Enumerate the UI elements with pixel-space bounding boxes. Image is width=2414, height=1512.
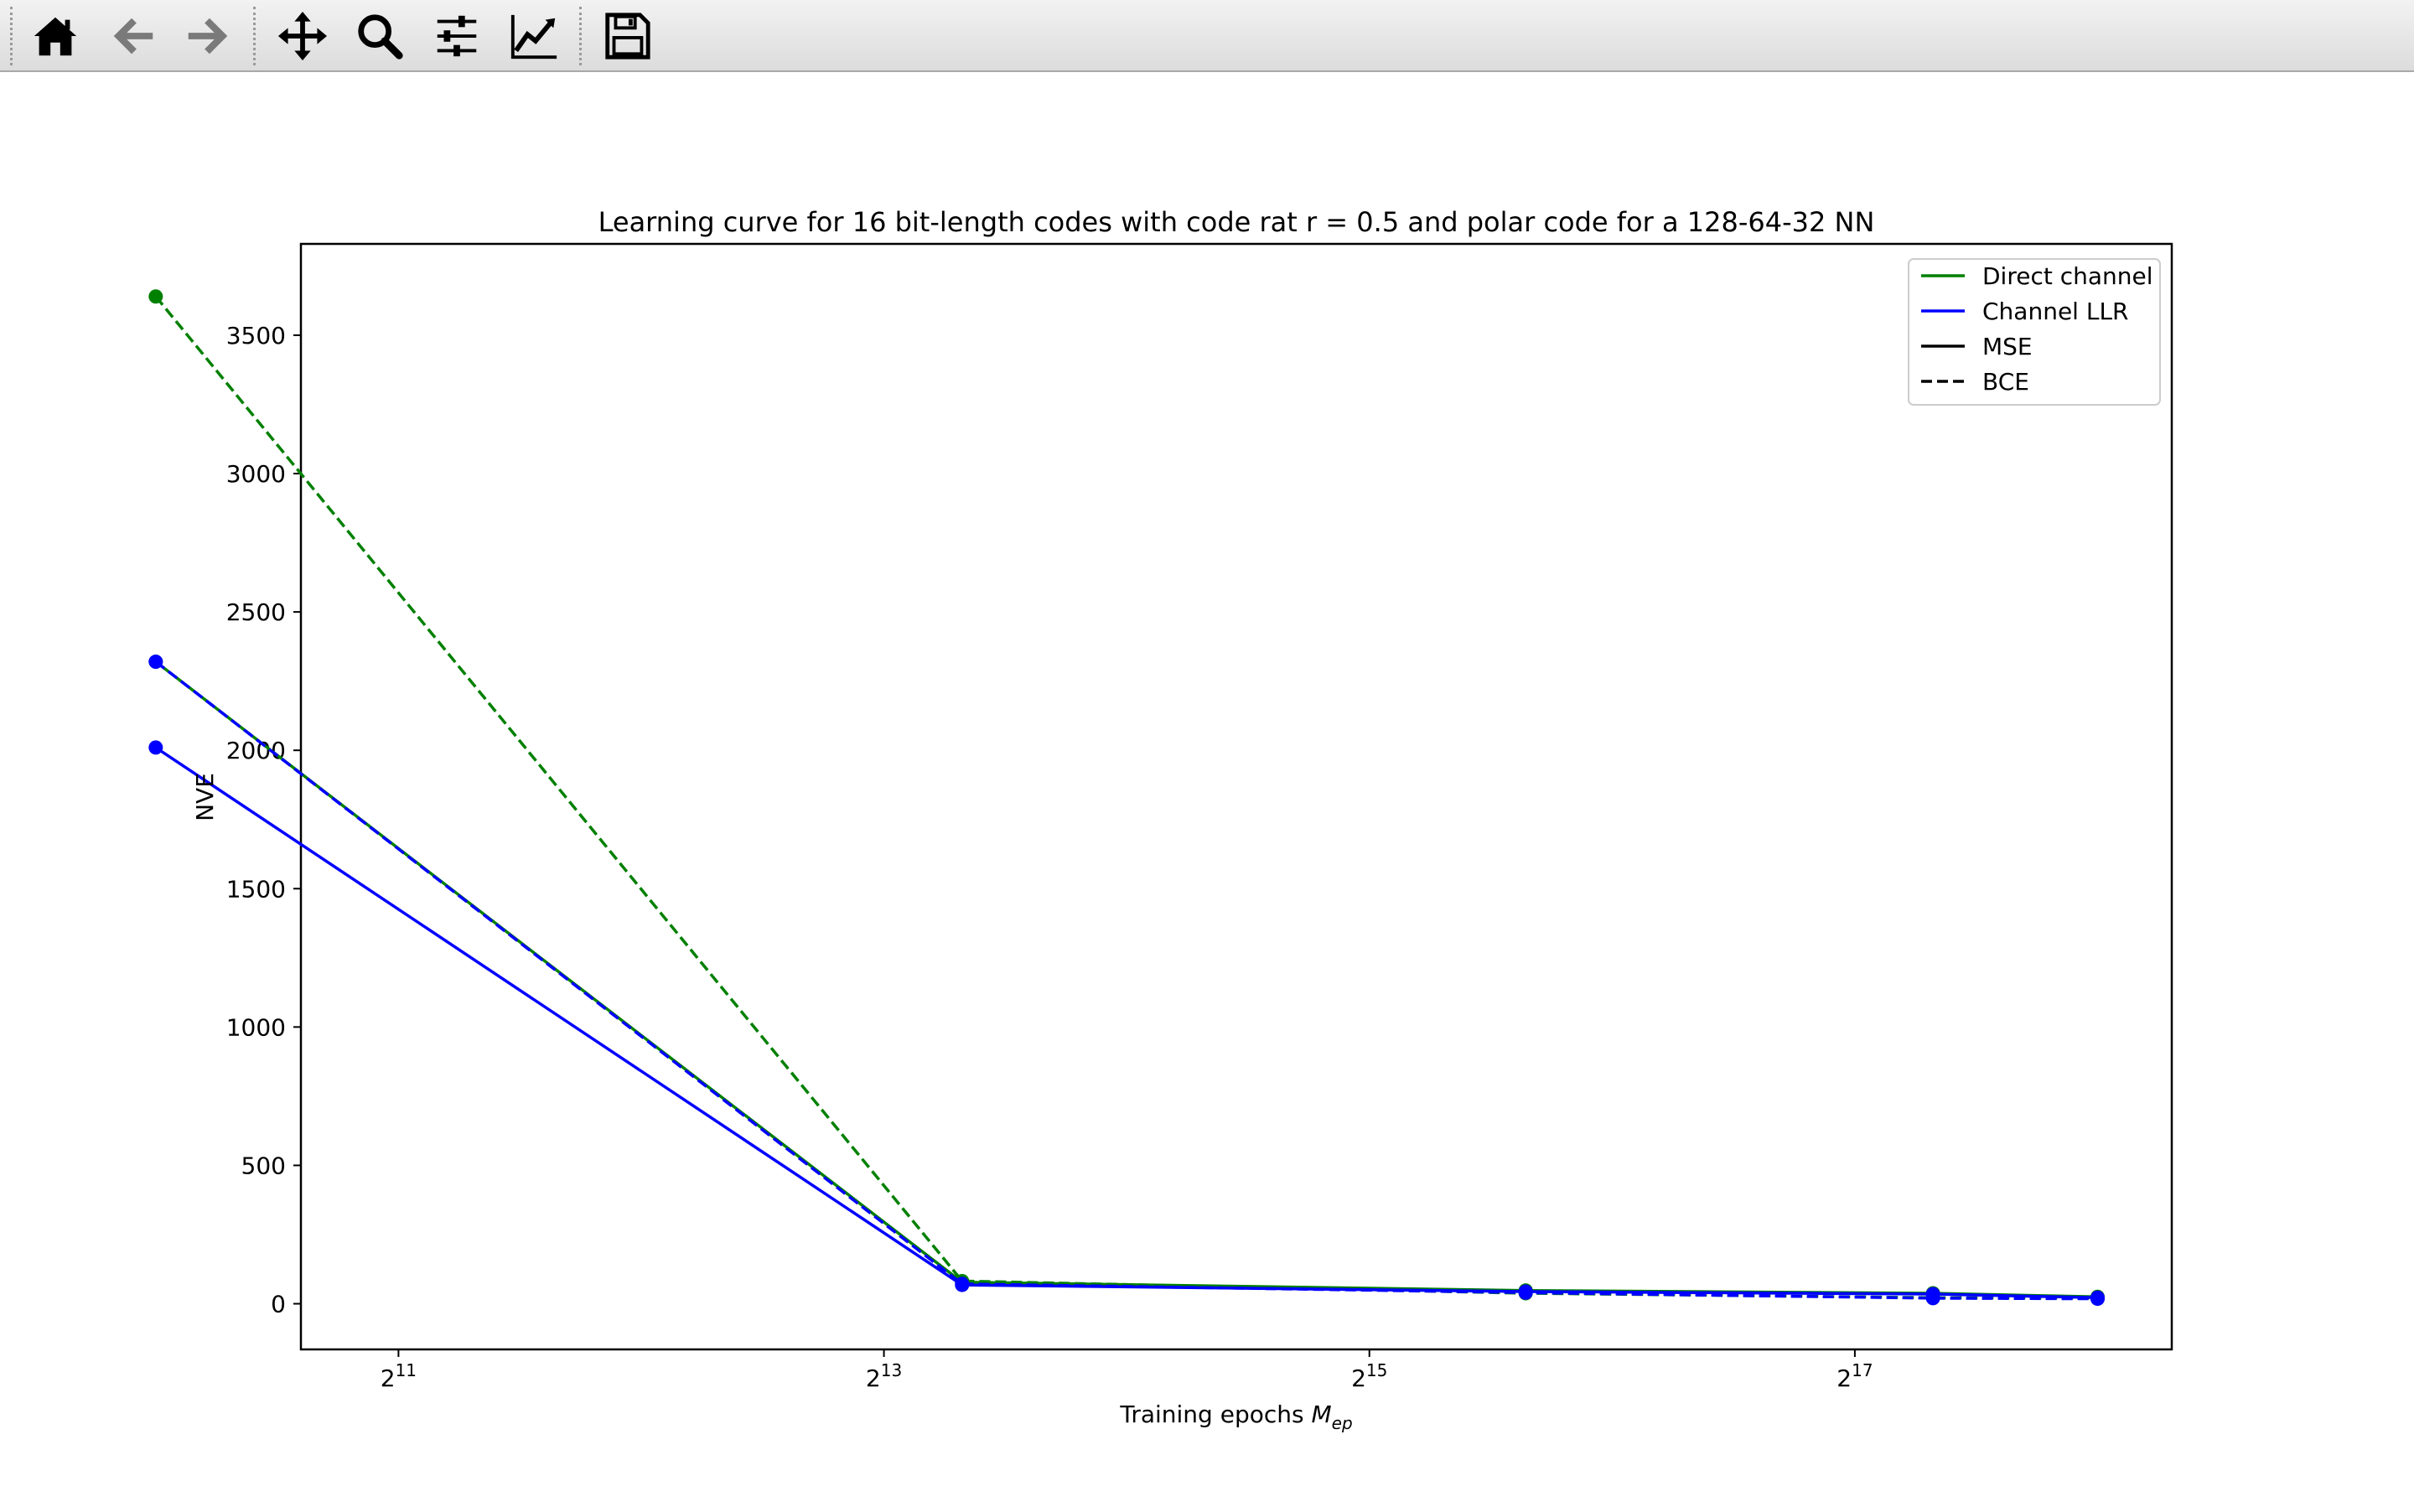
legend-label: BCE [1982, 368, 2029, 396]
forward-button[interactable] [179, 7, 237, 65]
y-axis-label: NVE [191, 773, 219, 821]
series-layer [148, 289, 2105, 1307]
series-line [154, 660, 2098, 1299]
y-tick-label: 3500 [226, 322, 286, 350]
arrow-right-icon [188, 18, 228, 54]
home-button[interactable] [26, 7, 85, 65]
toolbar-separator [253, 7, 256, 65]
y-tick-label: 1000 [226, 1013, 286, 1041]
series-direct-channel-mse [148, 655, 2105, 1304]
home-icon [34, 17, 77, 56]
back-button[interactable] [104, 7, 163, 65]
data-point [955, 1276, 970, 1292]
y-tick-label: 500 [241, 1152, 286, 1179]
line-chart-icon [510, 14, 557, 60]
legend-label: Direct channel [1982, 262, 2153, 290]
subplots-button[interactable] [427, 7, 486, 65]
data-point [1925, 1291, 1940, 1306]
navigation-toolbar [0, 0, 2414, 72]
line-chart: Learning curve for 16 bit-length codes w… [148, 206, 2173, 1433]
save-button[interactable] [598, 7, 656, 65]
data-point [2090, 1292, 2105, 1307]
series-channel-llr-mse [148, 740, 2105, 1305]
y-tick-label: 2000 [226, 737, 286, 764]
x-axis-label-symbol: M [1311, 1401, 1331, 1428]
legend-frame [1908, 258, 2161, 406]
arrow-left-icon [113, 18, 153, 54]
magnifier-icon [358, 14, 403, 60]
x-axis-label: Training epochs Mep [1119, 1401, 1352, 1433]
figure-canvas[interactable]: Learning curve for 16 bit-length codes w… [0, 72, 2414, 1509]
x-tick-label: 215 [1351, 1360, 1387, 1392]
toolbar-separator [579, 7, 582, 65]
y-tick-label: 1500 [226, 875, 286, 903]
x-tick-label: 211 [381, 1360, 417, 1392]
legend: Direct channel Channel LLR MSE BCE [1908, 258, 2161, 406]
chart-title: Learning curve for 16 bit-length codes w… [598, 206, 1875, 238]
data-point [148, 289, 163, 304]
series-line [154, 295, 2098, 1300]
toolbar-grip[interactable] [10, 7, 13, 65]
y-tick-label: 0 [271, 1291, 286, 1318]
x-tick-label: 217 [1836, 1360, 1873, 1392]
legend-label: Channel LLR [1982, 298, 2129, 325]
series-direct-channel-bce [148, 289, 2105, 1306]
series-channel-llr-bce [148, 655, 2105, 1307]
plot-area [299, 242, 2173, 1351]
y-tick-label: 3000 [226, 460, 286, 488]
data-point [148, 655, 163, 670]
pan-button[interactable] [273, 7, 332, 65]
move-icon [277, 11, 328, 61]
edit-axis-button[interactable] [505, 7, 563, 65]
x-tick-label: 213 [866, 1360, 902, 1392]
y-tick-label: 2500 [226, 598, 286, 626]
data-point [148, 740, 163, 755]
legend-label: MSE [1982, 333, 2033, 360]
y-axis: 0 500 1000 1500 2000 2500 3000 3500 [226, 322, 301, 1318]
data-point [1518, 1285, 1533, 1300]
x-axis: 211 213 215 217 [381, 1349, 1873, 1392]
sliders-icon [437, 15, 477, 57]
series-line [154, 660, 2098, 1301]
x-axis-label-text: Training epochs [1119, 1401, 1303, 1428]
x-axis-label-subscript: ep [1332, 1413, 1353, 1433]
zoom-button[interactable] [350, 7, 409, 65]
series-line [154, 746, 2098, 1300]
floppy-disk-icon [605, 13, 650, 60]
